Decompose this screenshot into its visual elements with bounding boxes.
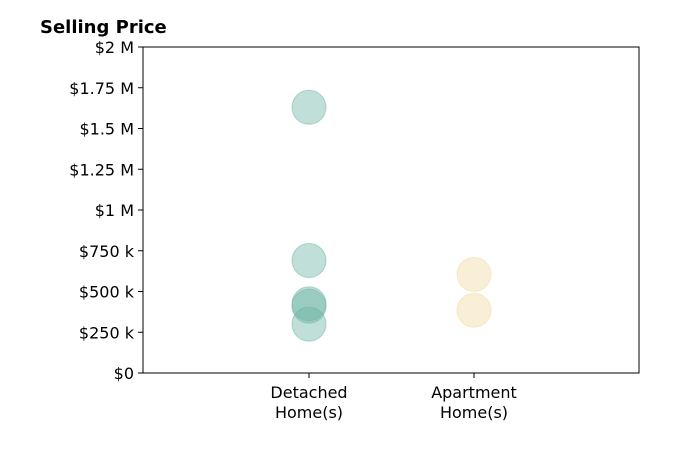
y-tick-label: $1 M [95, 201, 134, 220]
data-point [456, 256, 492, 292]
y-tick-label: $2 M [95, 38, 134, 57]
x-tick-label: Detached Home(s) [270, 383, 347, 422]
data-point [291, 306, 327, 342]
data-point [291, 243, 327, 279]
x-axis: Detached Home(s) Apartment Home(s) [270, 373, 517, 422]
y-tick-label: $1.25 M [69, 160, 134, 179]
data-point [291, 89, 327, 125]
y-tick-label: $500 k [79, 283, 135, 302]
y-tick-label: $1.75 M [69, 79, 134, 98]
plot-frame [142, 46, 640, 374]
y-tick-label: $250 k [79, 323, 135, 342]
chart-title: Selling Price [40, 17, 167, 38]
y-tick-label: $1.5 M [79, 120, 134, 139]
y-axis: $0 $250 k $500 k $750 k $1 M $1.25 M $1.5 M $1.… [69, 38, 143, 383]
x-tick-label: Apartment Home(s) [431, 383, 517, 422]
y-tick-label: $750 k [79, 242, 135, 261]
points-layer [291, 89, 492, 342]
y-tick-label: $0 [114, 364, 134, 383]
data-point [291, 288, 327, 324]
data-point [456, 292, 492, 328]
